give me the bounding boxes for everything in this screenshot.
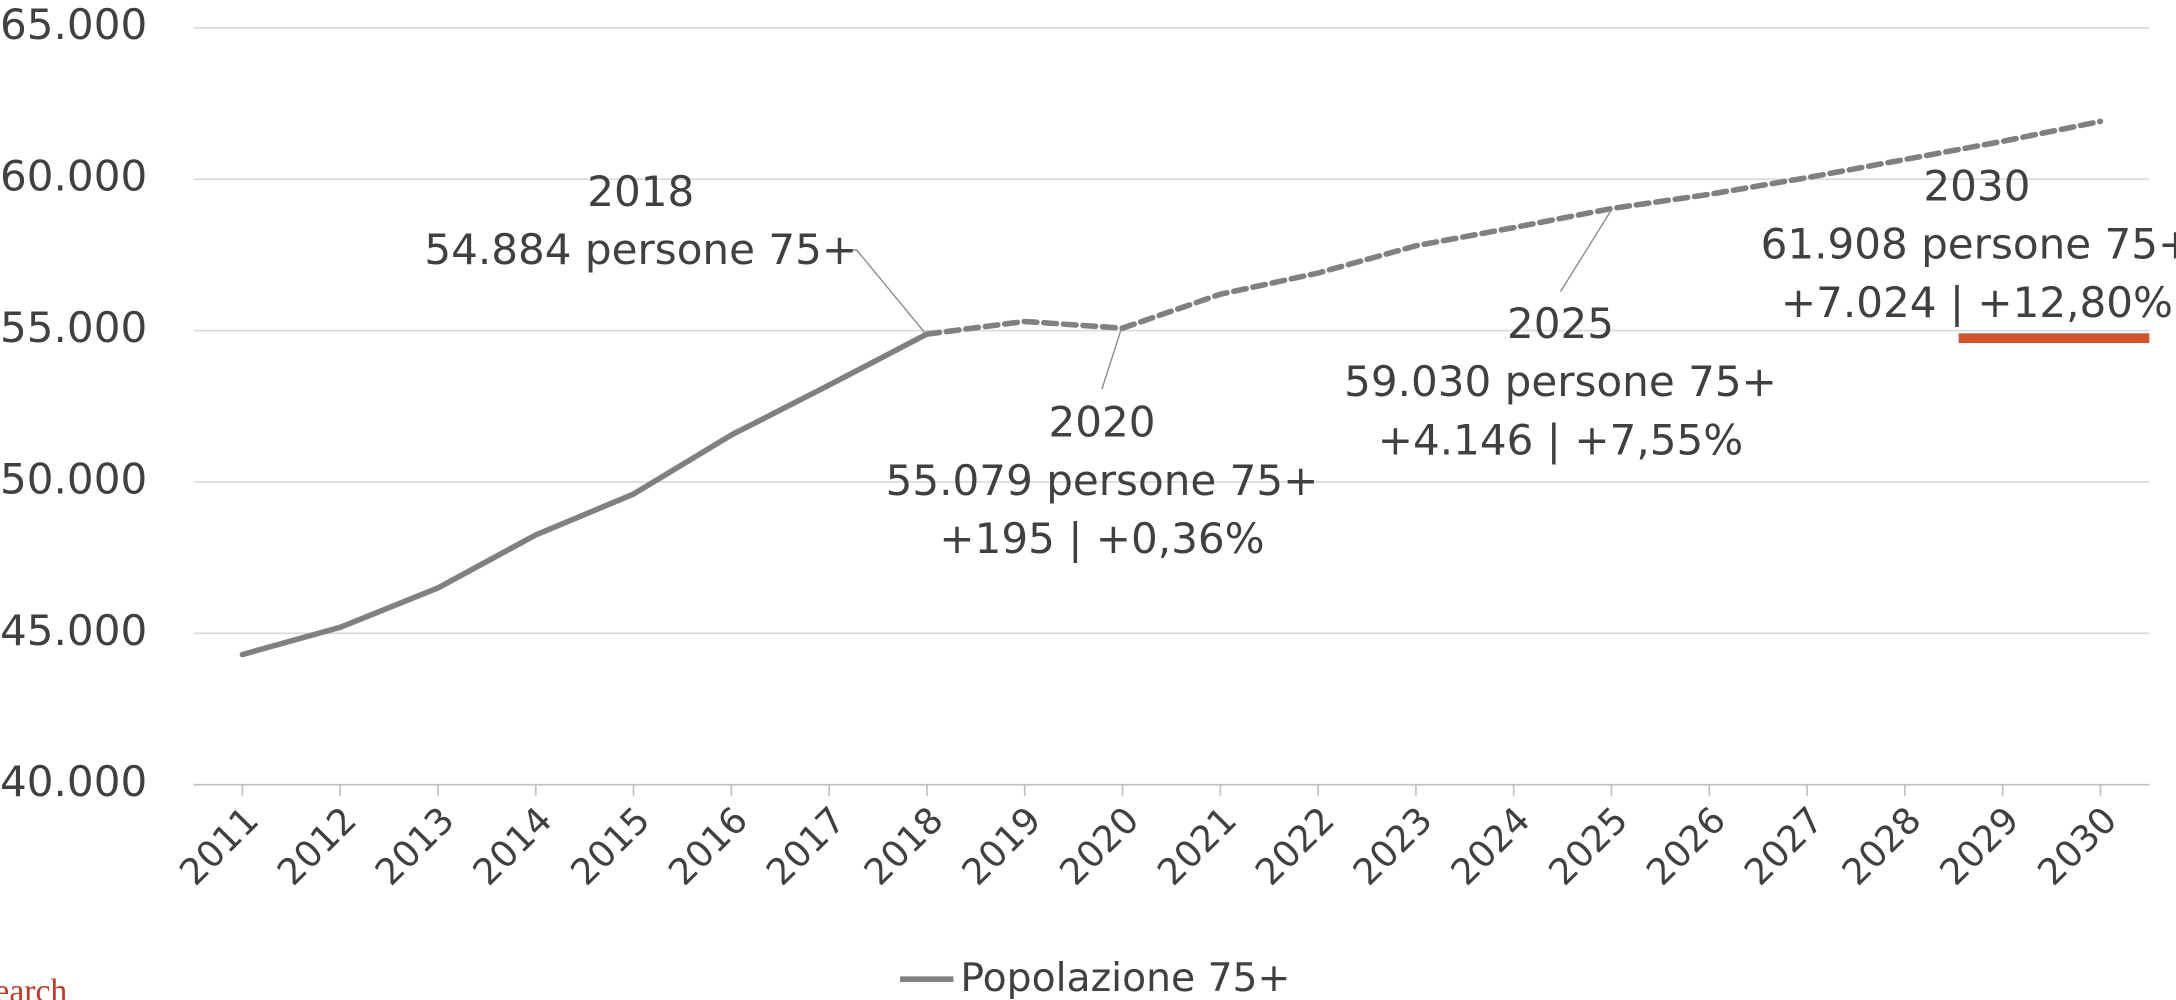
x-tick-label: 2021 [1149, 798, 1245, 893]
x-tick-label: 2026 [1638, 798, 1734, 893]
source-fragment: earch [0, 973, 67, 1000]
x-tick-label: 2030 [2029, 798, 2125, 893]
legend-label: Popolazione 75+ [960, 956, 1290, 1000]
x-tick-label: 2011 [171, 798, 267, 893]
y-tick-label: 55.000 [0, 303, 147, 352]
line [239, 331, 930, 658]
annotation-text: +4.146 | +7,55% [1378, 416, 1743, 465]
annotation-text: 2025 [1507, 299, 1614, 348]
x-tick-label: 2017 [758, 798, 854, 893]
x-tick-label: 2025 [1540, 798, 1636, 893]
x-tick-label: 2022 [1247, 798, 1343, 893]
x-tick-label: 2018 [856, 798, 952, 893]
y-tick-label: 60.000 [0, 152, 147, 201]
y-tick-label: 65.000 [0, 0, 147, 49]
x-tick-label: 2028 [1833, 798, 1929, 893]
annotation-text: 55.079 persone 75+ [886, 456, 1319, 505]
annotation-text: +195 | +0,36% [939, 514, 1264, 563]
x-tick-label: 2020 [1051, 798, 1147, 893]
annotation-text: 2018 [587, 167, 694, 216]
forecast-line [924, 118, 2104, 337]
x-tick-label: 2029 [1931, 798, 2027, 893]
x-tick-label: 2015 [562, 798, 658, 893]
annotation-text: 59.030 persone 75+ [1344, 357, 1777, 406]
y-tick-label: 50.000 [0, 455, 147, 504]
leader-line [1101, 327, 1123, 390]
leader-line [1559, 207, 1613, 293]
annotation-text: 2020 [1049, 398, 1156, 447]
x-tick-label: 2012 [269, 798, 365, 893]
highlight-bar [1958, 333, 2150, 344]
x-tick-label: 2027 [1736, 798, 1832, 893]
annotation-text: +7.024 | +12,80% [1781, 278, 2173, 327]
annotation-text: 2030 [1923, 162, 2030, 211]
x-tick-label: 2023 [1345, 798, 1441, 893]
x-tick-label: 2016 [660, 798, 756, 893]
leader-line [845, 249, 926, 334]
annotation-text: 61.908 persone 75+ [1761, 220, 2176, 269]
x-tick-label: 2014 [464, 798, 560, 893]
annotation-text: 54.884 persone 75+ [424, 225, 857, 274]
y-tick-label: 40.000 [0, 757, 147, 806]
x-tick-label: 2013 [367, 798, 463, 893]
x-tick-label: 2019 [953, 798, 1049, 893]
x-tick-label: 2024 [1442, 798, 1538, 893]
y-tick-label: 45.000 [0, 606, 147, 655]
